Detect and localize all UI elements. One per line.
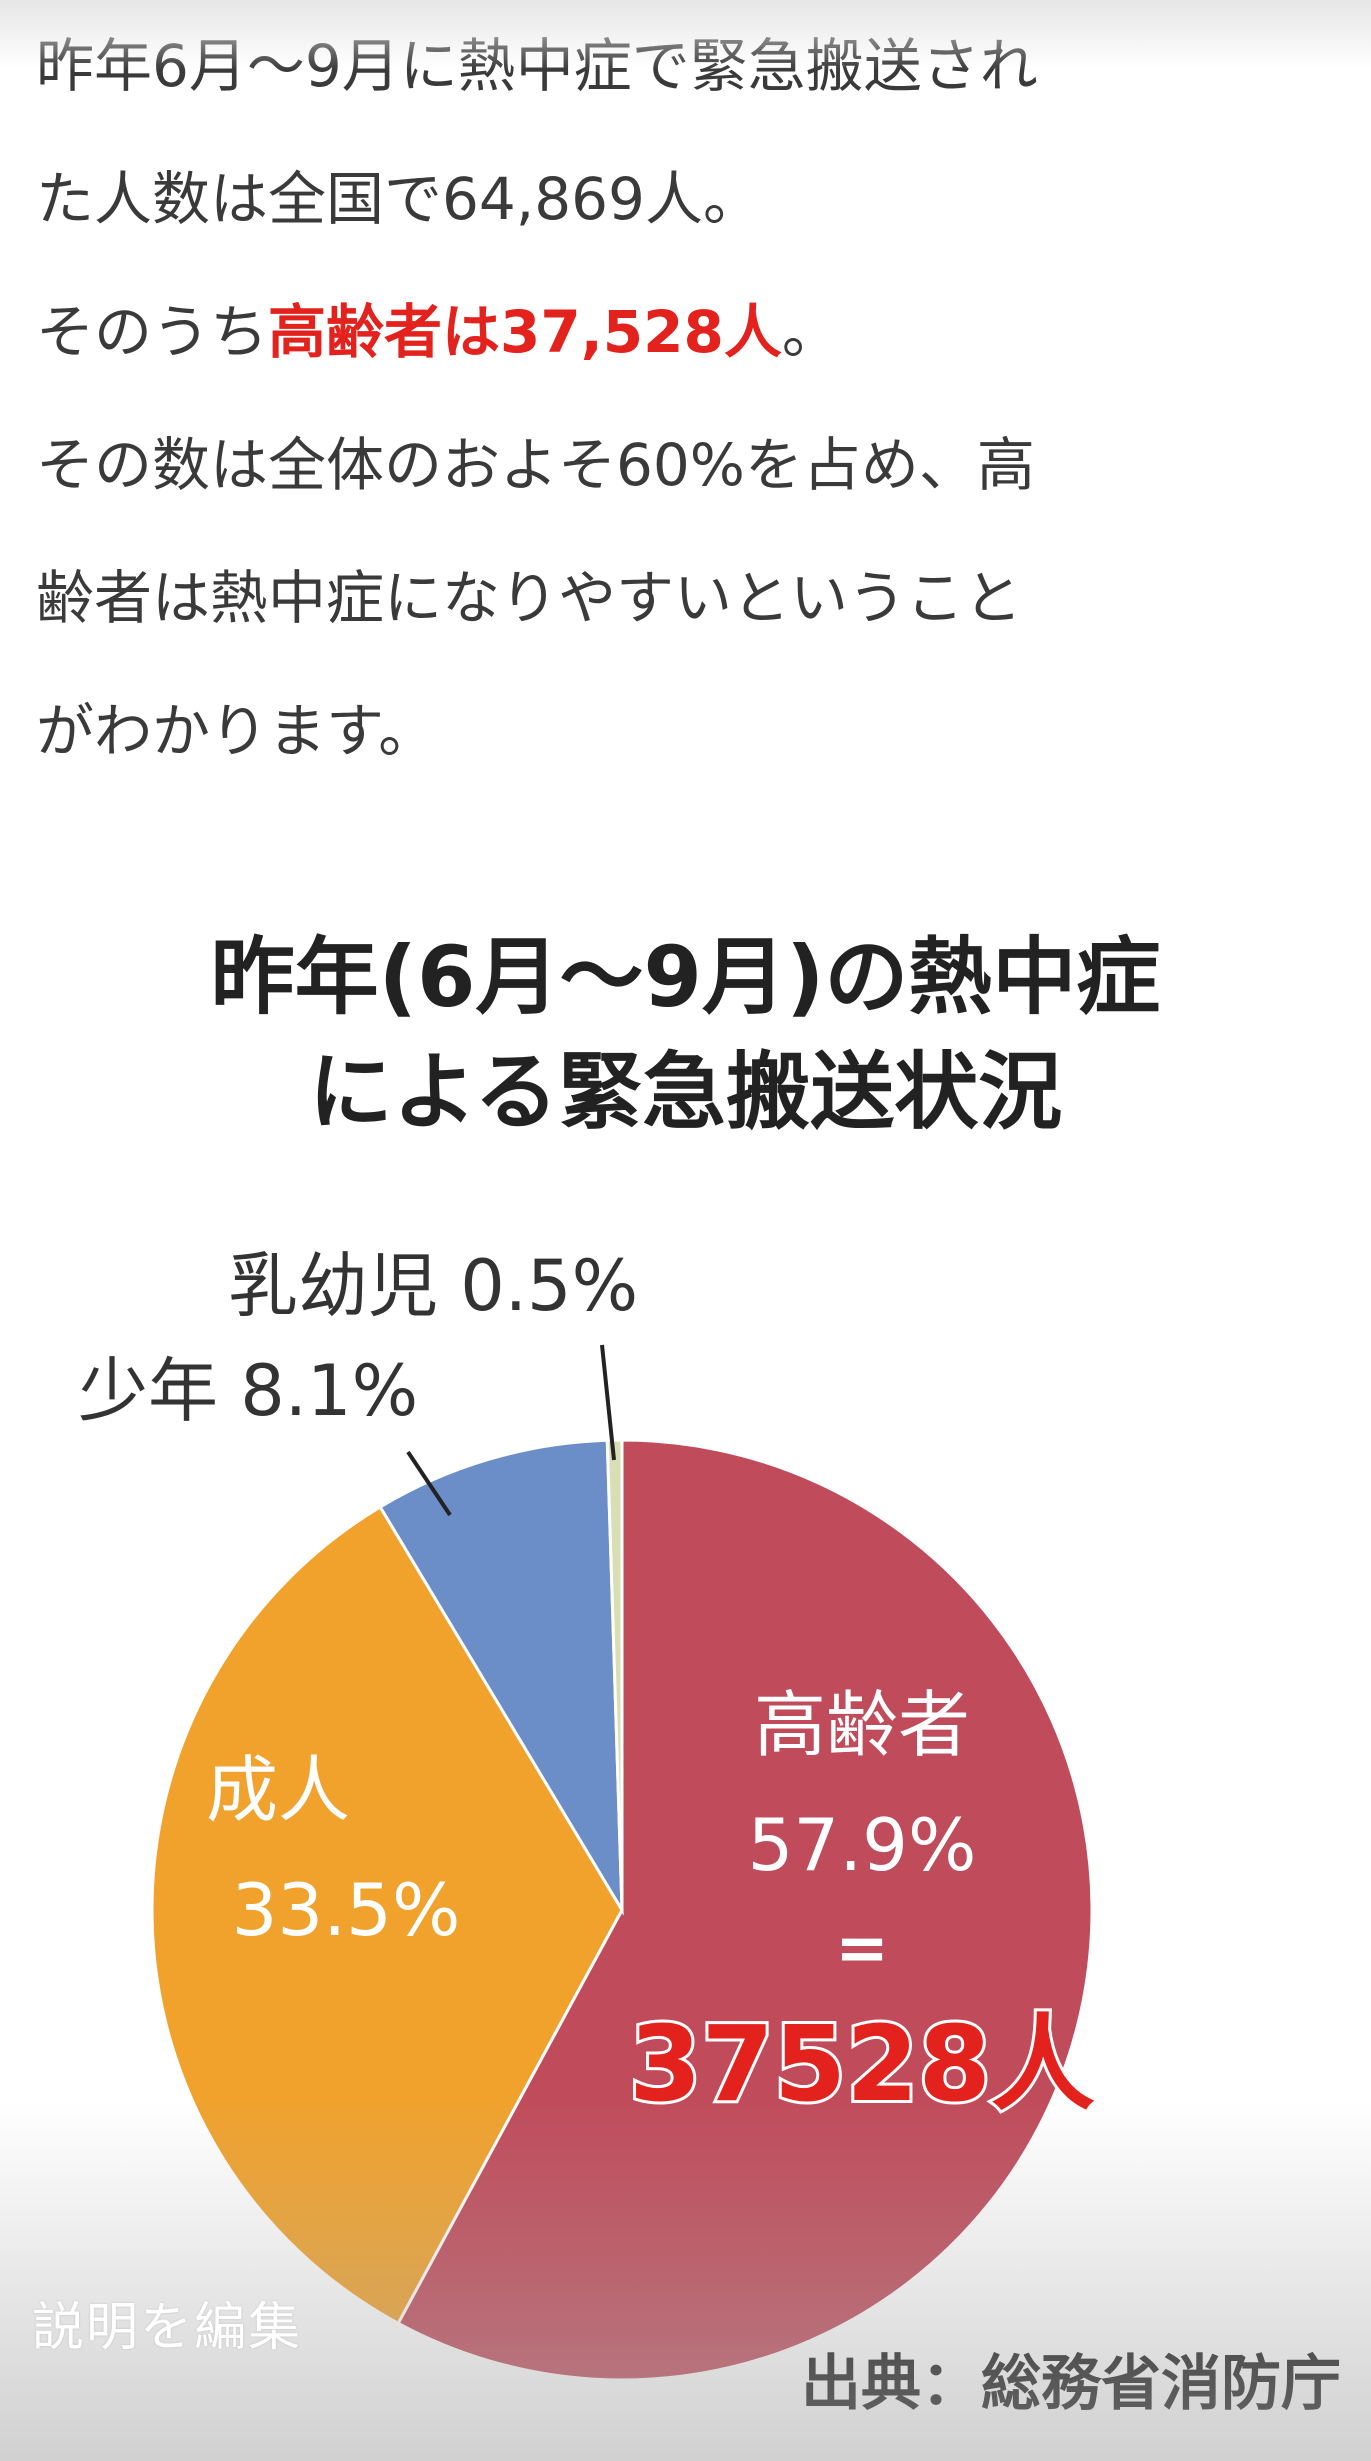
article-line-1: 昨年6月〜9月に熱中症で緊急搬送され bbox=[36, 32, 1038, 100]
article-line-4: その数は全体のおよそ60%を占め、高 bbox=[36, 431, 1035, 499]
leader-line-infant bbox=[600, 1344, 616, 1461]
leader-line-youth bbox=[406, 1450, 452, 1517]
article-line-2: た人数は全国で64,869人。 bbox=[36, 165, 761, 233]
slice-equals-elderly: = bbox=[835, 1912, 889, 1986]
article-text: 昨年6月〜9月に熱中症で緊急搬送され た人数は全国で64,869人。 そのうち高… bbox=[36, 0, 1336, 798]
slice-label-youth: 少年 8.1% bbox=[78, 1350, 418, 1432]
leader-lines bbox=[406, 1344, 616, 1517]
pie-slice-3 bbox=[605, 1438, 624, 1911]
slice-value-adult: 33.5% bbox=[232, 1868, 461, 1952]
slice-label-elderly: 高齢者 bbox=[754, 1683, 970, 1767]
chart-source: 出典：総務省消防庁 bbox=[801, 2349, 1341, 2419]
article-line-3-pre: そのうち bbox=[36, 298, 269, 366]
chart-title-line-2: による緊急搬送状況 bbox=[308, 1043, 1063, 1141]
article-line-3-post: 。 bbox=[781, 298, 840, 366]
chart-title-line-1: 昨年(6月〜9月)の熱中症 bbox=[210, 928, 1161, 1026]
article-line-6: がわかります。 bbox=[36, 697, 437, 765]
article-highlight: 高齢者は37,528人 bbox=[268, 298, 782, 366]
slice-value-elderly: 57.9% bbox=[748, 1803, 977, 1887]
pie-slice-2 bbox=[378, 1438, 624, 1916]
pie-chart: 高齢者 57.9% = 37528人 成人 33.5% 少年 8.1% 乳幼児 0.5% bbox=[78, 1245, 1098, 2382]
slice-label-adult: 成人 bbox=[206, 1748, 350, 1832]
article-line-3: そのうち高齢者は37,528人。 bbox=[36, 266, 1336, 399]
chart-figure: 昨年(6月〜9月)の熱中症 による緊急搬送状況 高齢者 57.9% = 37528人 成… bbox=[0, 800, 1371, 2461]
edit-caption-link[interactable]: 説明を編集 bbox=[32, 2298, 303, 2358]
slice-label-infant: 乳幼児 0.5% bbox=[228, 1245, 638, 1327]
slice-count-elderly: 37528人 bbox=[629, 2003, 1095, 2125]
chart-title: 昨年(6月〜9月)の熱中症 による緊急搬送状況 bbox=[0, 920, 1371, 1150]
article-line-5: 齢者は熱中症になりやすいということ bbox=[36, 564, 1023, 632]
